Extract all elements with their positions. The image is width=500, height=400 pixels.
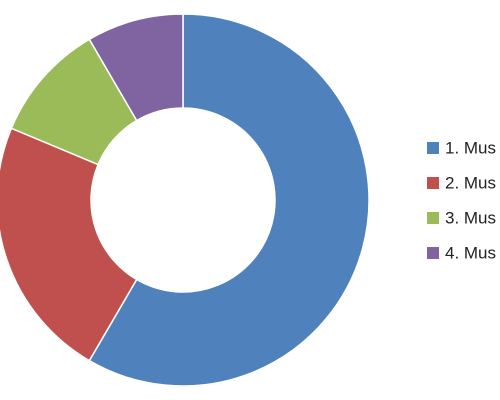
legend-swatch	[427, 142, 439, 154]
legend-swatch	[427, 177, 439, 189]
donut-segment	[0, 127, 138, 362]
legend-label: 1. Mus	[445, 138, 496, 157]
donut-segment	[88, 13, 370, 387]
legend-label: 4. Mus	[445, 243, 496, 262]
legend-swatch	[427, 247, 439, 259]
donut-segment	[88, 13, 184, 122]
legend-label: 3. Mus	[445, 208, 496, 227]
legend-label: 2. Mus	[445, 173, 496, 192]
legend-swatch	[427, 212, 439, 224]
